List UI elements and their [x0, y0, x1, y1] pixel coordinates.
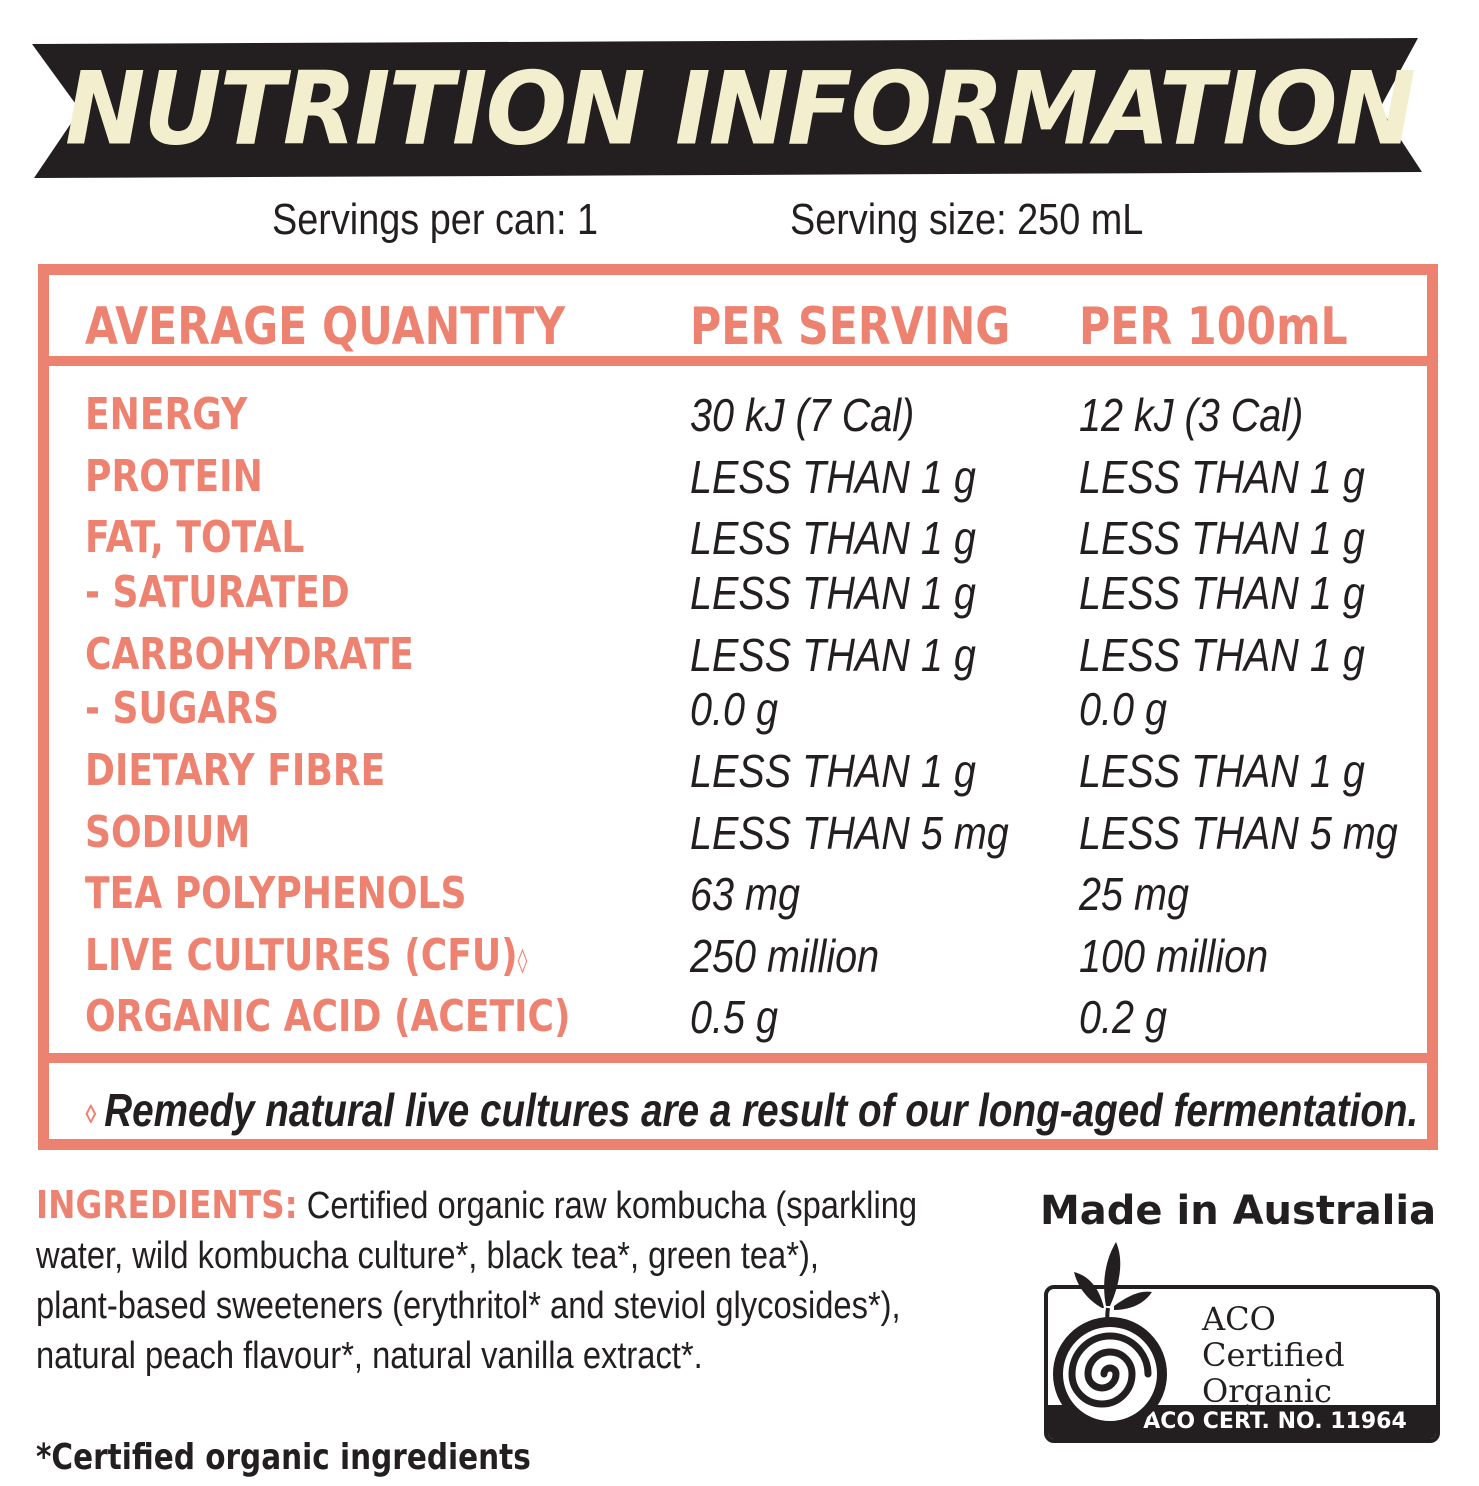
- per-100ml-value: 0.0 g: [1079, 683, 1167, 735]
- nutrient-name: - SATURATED: [85, 567, 350, 618]
- footnote-marker: ◊: [517, 946, 528, 974]
- footnote-divider: [49, 1053, 1427, 1063]
- table-row: DIETARY FIBRE LESS THAN 1 g LESS THAN 1 …: [49, 743, 1427, 799]
- per-serving-value: 250 million: [690, 930, 880, 982]
- nutrient-name: PROTEIN: [85, 451, 263, 502]
- nutrient-name: DIETARY FIBRE: [85, 745, 386, 796]
- per-serving-value: LESS THAN 1 g: [690, 451, 976, 503]
- table-row: PROTEIN LESS THAN 1 g LESS THAN 1 g: [49, 449, 1427, 505]
- aco-spiral-leaf-icon: [1053, 1242, 1167, 1431]
- table-row: FAT, TOTAL LESS THAN 1 g LESS THAN 1 g: [49, 510, 1427, 566]
- per-100ml-value: LESS THAN 5 mg: [1079, 807, 1398, 859]
- page-title: NUTRITION INFORMATION: [65, 50, 1416, 168]
- nutrient-name: ORGANIC ACID (ACETIC): [85, 991, 571, 1042]
- made-in-australia: Made in Australia: [1040, 1188, 1437, 1234]
- table-row: CARBOHYDRATE LESS THAN 1 g LESS THAN 1 g: [49, 627, 1427, 683]
- per-100ml-value: 25 mg: [1079, 868, 1189, 920]
- nutrient-name: FAT, TOTAL: [85, 512, 305, 563]
- per-100ml-value: LESS THAN 1 g: [1079, 629, 1365, 681]
- nutrient-name: CARBOHYDRATE: [85, 629, 414, 680]
- nutrient-name: ENERGY: [85, 389, 248, 440]
- per-serving-value: 0.0 g: [690, 683, 778, 735]
- footnote-marker: ◊: [85, 1099, 96, 1129]
- aco-line: Certified: [1202, 1336, 1345, 1374]
- table-row: ORGANIC ACID (ACETIC) 0.5 g 0.2 g: [49, 989, 1427, 1045]
- per-100ml-value: LESS THAN 1 g: [1079, 512, 1365, 564]
- table-row: TEA POLYPHENOLS 63 mg 25 mg: [49, 866, 1427, 922]
- aco-line: ACO: [1202, 1300, 1276, 1338]
- per-100ml-value: 12 kJ (3 Cal): [1079, 389, 1304, 441]
- aco-line: Organic: [1202, 1372, 1332, 1410]
- per-100ml-value: 0.2 g: [1079, 991, 1167, 1043]
- table-footnote: ◊ Remedy natural live cultures are a resu…: [85, 1080, 1418, 1140]
- nutrition-table: AVERAGE QUANTITY PER SERVING PER 100mL E…: [38, 264, 1438, 1150]
- per-serving-value: LESS THAN 1 g: [690, 629, 976, 681]
- aco-badge-text: ACO Certified Organic: [1202, 1301, 1432, 1409]
- table-row: LIVE CULTURES (CFU)◊ 250 million 100 mil…: [49, 928, 1427, 984]
- servings-per-can: Servings per can: 1: [272, 195, 599, 244]
- ingredients-text: Certified organic raw kombucha (sparklin…: [306, 1185, 918, 1227]
- ingredients-line: plant-based sweeteners (erythritol* and …: [36, 1285, 901, 1327]
- per-serving-value: LESS THAN 5 mg: [690, 807, 1009, 859]
- per-serving-value: LESS THAN 1 g: [690, 512, 976, 564]
- nutrient-name-text: LIVE CULTURES (CFU): [85, 930, 518, 981]
- ingredients-line: water, wild kombucha culture*, black tea…: [36, 1235, 819, 1277]
- ingredients-line: INGREDIENTS: Certified organic raw kombu…: [36, 1180, 917, 1231]
- table-row: - SUGARS 0.0 g 0.0 g: [49, 681, 1427, 737]
- per-100ml-value: LESS THAN 1 g: [1079, 451, 1365, 503]
- title-banner: [32, 38, 1422, 178]
- table-row: ENERGY 30 kJ (7 Cal) 12 kJ (3 Cal): [49, 387, 1427, 443]
- aco-cert-number: ACO CERT. NO. 11964: [1143, 1409, 1407, 1434]
- nutrient-name: - SUGARS: [85, 683, 280, 734]
- nutrient-name: SODIUM: [85, 807, 251, 858]
- header-per-100ml: PER 100mL: [1079, 297, 1348, 357]
- table-row: SODIUM LESS THAN 5 mg LESS THAN 5 mg: [49, 805, 1427, 861]
- header-per-serving: PER SERVING: [690, 297, 1011, 357]
- per-serving-value: 0.5 g: [690, 991, 778, 1043]
- serving-size: Serving size: 250 mL: [790, 195, 1144, 244]
- nutrient-name: TEA POLYPHENOLS: [85, 868, 467, 919]
- ingredients-block: INGREDIENTS: Certified organic raw kombu…: [36, 1180, 917, 1381]
- per-100ml-value: LESS THAN 1 g: [1079, 745, 1365, 797]
- ingredients-label: INGREDIENTS:: [36, 1183, 298, 1227]
- per-serving-value: 30 kJ (7 Cal): [690, 389, 915, 441]
- certified-organic-note: *Certified organic ingredients: [36, 1437, 531, 1478]
- footnote-text: Remedy natural live cultures are a resul…: [104, 1084, 1419, 1136]
- nutrient-name: LIVE CULTURES (CFU)◊: [85, 928, 527, 984]
- table-row: - SATURATED LESS THAN 1 g LESS THAN 1 g: [49, 565, 1427, 621]
- per-serving-value: 63 mg: [690, 868, 800, 920]
- header-average-quantity: AVERAGE QUANTITY: [85, 297, 566, 357]
- per-serving-value: LESS THAN 1 g: [690, 745, 976, 797]
- per-100ml-value: LESS THAN 1 g: [1079, 567, 1365, 619]
- header-divider: [49, 356, 1427, 366]
- per-100ml-value: 100 million: [1079, 930, 1269, 982]
- per-serving-value: LESS THAN 1 g: [690, 567, 976, 619]
- ingredients-line: natural peach flavour*, natural vanilla …: [36, 1335, 703, 1377]
